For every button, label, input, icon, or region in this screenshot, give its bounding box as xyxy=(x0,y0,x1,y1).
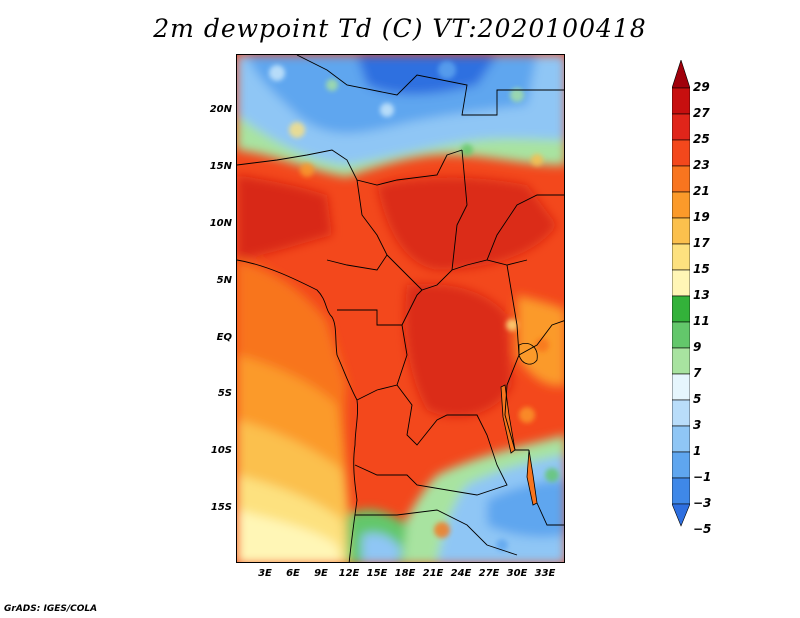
lon-label-9e: 9E xyxy=(314,568,328,579)
texture-speckles xyxy=(269,61,559,551)
colorbar-segment xyxy=(672,113,690,141)
colorbar-label-7: 7 xyxy=(693,366,702,380)
lon-label-24e: 24E xyxy=(450,568,472,579)
colorbar-segment xyxy=(672,321,690,349)
lake-tanganyika xyxy=(500,384,516,454)
colorbar-label-23: 23 xyxy=(693,158,710,172)
colorbar-label-5: 5 xyxy=(693,392,702,406)
central-africa-red xyxy=(377,177,557,270)
colorbar-segment xyxy=(672,217,690,245)
angola-blue xyxy=(362,533,402,562)
colorbar-label-15: 15 xyxy=(693,262,710,276)
colorbar-segment xyxy=(672,165,690,193)
colorbar-label-3: 3 xyxy=(693,418,702,432)
colorbar-label-25: 25 xyxy=(693,132,710,146)
lake-victoria xyxy=(518,343,538,365)
sudan-border xyxy=(486,194,564,261)
colorbar-segment xyxy=(672,399,690,427)
lat-label-15n: 15N xyxy=(209,161,232,172)
colorbar-segment xyxy=(672,191,690,219)
kenya-border xyxy=(518,320,564,356)
drc-border xyxy=(354,384,508,496)
map-panel xyxy=(236,54,565,563)
colorbar-label-neg3: −3 xyxy=(693,496,712,510)
colorbar-label-neg1: −1 xyxy=(693,470,712,484)
lat-label-20n: 20N xyxy=(209,104,232,115)
gabon-border xyxy=(337,309,408,401)
colorbar-label-21: 21 xyxy=(693,184,710,198)
lon-label-6e: 6E xyxy=(286,568,300,579)
lat-label-5n: 5N xyxy=(216,275,232,286)
colorbar xyxy=(672,60,690,527)
colorbar-segment xyxy=(672,373,690,401)
coastline xyxy=(237,259,358,562)
lon-label-3e: 3E xyxy=(258,568,272,579)
colorbar-segment xyxy=(672,139,690,167)
lat-label-eq: EQ xyxy=(216,332,232,343)
lat-label-5s: 5S xyxy=(217,388,232,399)
colorbar-segment xyxy=(672,425,690,453)
colorbar-segment xyxy=(672,269,690,297)
chart-title: 2m dewpoint Td (C) VT:2020100418 xyxy=(153,14,647,43)
lat-label-15s: 15S xyxy=(210,502,232,513)
colorbar-label-17: 17 xyxy=(693,236,710,250)
colorbar-segment xyxy=(672,477,690,505)
colorbar-top-arrow xyxy=(672,60,690,89)
colorbar-bottom-arrow xyxy=(672,503,690,527)
chad-sudan-border xyxy=(451,149,468,271)
congo-border xyxy=(401,289,423,326)
colorbar-segment xyxy=(672,451,690,479)
colorbar-label-11: 11 xyxy=(693,314,710,328)
angola-border xyxy=(355,509,518,556)
colorbar-label-29: 29 xyxy=(693,80,710,94)
lake-malawi xyxy=(526,449,538,506)
lon-label-12e: 12E xyxy=(338,568,360,579)
north-borders xyxy=(296,55,564,116)
colorbar-segment xyxy=(672,243,690,271)
colorbar-label-19: 19 xyxy=(693,210,710,224)
lat-label-10n: 10N xyxy=(209,218,232,229)
dewpoint-field xyxy=(237,55,564,562)
congo-basin-red xyxy=(405,283,512,417)
ocean-cream-band xyxy=(237,510,342,562)
lon-label-27e: 27E xyxy=(478,568,500,579)
grads-credit: GrADS: IGES/COLA xyxy=(4,604,98,614)
mozambique-border xyxy=(536,502,564,526)
lon-label-33e: 33E xyxy=(534,568,556,579)
lat-label-10s: 10S xyxy=(210,445,232,456)
colorbar-segment xyxy=(672,87,690,115)
borders xyxy=(237,55,564,562)
colorbar-label-neg5: −5 xyxy=(693,522,712,536)
colorbar-label-1: 1 xyxy=(693,444,702,458)
west-africa-red xyxy=(237,175,332,260)
colorbar-label-27: 27 xyxy=(693,106,710,120)
colorbar-label-13: 13 xyxy=(693,288,710,302)
sahara-deep-blue xyxy=(357,55,497,95)
lon-label-18e: 18E xyxy=(394,568,416,579)
lon-label-21e: 21E xyxy=(422,568,444,579)
east-border xyxy=(504,264,529,451)
colorbar-label-9: 9 xyxy=(693,340,702,354)
colorbar-segment xyxy=(672,295,690,323)
colorbar-segment xyxy=(672,347,690,375)
lon-label-30e: 30E xyxy=(506,568,528,579)
lon-label-15e: 15E xyxy=(366,568,388,579)
south-blue xyxy=(487,480,564,537)
